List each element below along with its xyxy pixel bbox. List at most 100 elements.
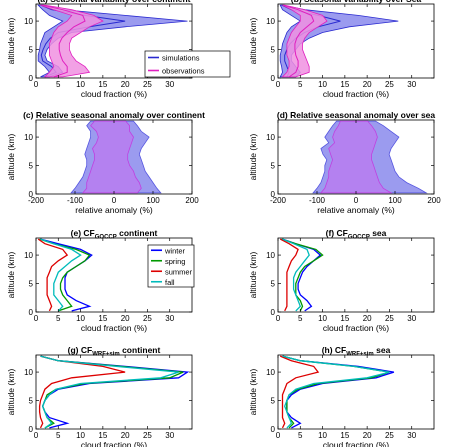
series-line-summer — [38, 355, 126, 429]
panel-a: 0 5 10 15 20 25 30 0 5 10 (a) Seasonal variability… — [6, 0, 231, 99]
x-tick-label: 30 — [165, 80, 174, 89]
x-tick-label: 5 — [298, 80, 303, 89]
panel-title: (f) CFGOCCP sea — [326, 228, 387, 241]
y-axis-label: altitude (km) — [6, 17, 16, 64]
x-tick-label: 30 — [165, 314, 174, 323]
series-line-winter — [40, 238, 93, 312]
series-group — [37, 4, 188, 78]
x-tick-label: 0 — [112, 196, 117, 205]
series-group — [279, 355, 395, 429]
series-band-observations — [40, 4, 104, 78]
x-tick-label: 10 — [76, 314, 85, 323]
series-line-summer — [279, 238, 299, 312]
panel-title-main: (f) CF — [326, 228, 348, 238]
series-line-winter — [282, 355, 395, 429]
series-line-fall — [282, 355, 390, 429]
panel-title-main: (h) CF — [322, 345, 347, 355]
y-axis-label: altitude (km) — [6, 133, 16, 180]
x-tick-label: 0 — [34, 80, 39, 89]
y-axis-label: altitude (km) — [248, 133, 258, 180]
series-group — [279, 238, 324, 312]
y-tick-label: 5 — [271, 280, 276, 289]
y-tick-label: 10 — [266, 133, 275, 142]
series-line-spring — [39, 238, 91, 312]
x-axis-label: cloud fraction (%) — [81, 89, 147, 99]
panel-title-main: (g) CF — [68, 345, 93, 355]
x-tick-label: 0 — [354, 196, 359, 205]
x-tick-label: 20 — [363, 80, 372, 89]
panel-c: -200 -100 0 100 200 0 5 10 (c) Relative seasonal… — [6, 110, 205, 215]
x-tick-label: 20 — [121, 80, 130, 89]
x-tick-label: 100 — [388, 196, 402, 205]
legend-label-spring: spring — [165, 257, 185, 266]
x-tick-label: 15 — [340, 80, 349, 89]
x-tick-label: -200 — [270, 196, 287, 205]
x-tick-label: 0 — [276, 431, 281, 440]
x-tick-label: 200 — [427, 196, 441, 205]
y-tick-label: 10 — [266, 251, 275, 260]
axes-frame — [35, 354, 193, 430]
x-tick-label: 25 — [385, 314, 394, 323]
x-axis-label: relative anomaly (%) — [317, 205, 395, 215]
x-tick-label: 30 — [407, 431, 416, 440]
x-tick-label: 15 — [340, 431, 349, 440]
series-median-observations — [283, 4, 315, 78]
plot-area — [36, 355, 192, 429]
series-band-observations — [281, 4, 328, 78]
x-tick-label: 5 — [56, 314, 61, 323]
x-tick-label: 30 — [407, 314, 416, 323]
y-axis-label: altitude (km) — [248, 17, 258, 64]
y-tick-label: 5 — [29, 280, 34, 289]
panel-title: (b) Seasonal variability over Sea — [291, 0, 422, 4]
plot-area — [278, 238, 434, 312]
x-tick-label: 5 — [56, 431, 61, 440]
series-band-observations — [320, 120, 393, 194]
x-axis-label: relative anomaly (%) — [75, 205, 153, 215]
x-tick-label: 10 — [76, 431, 85, 440]
x-tick-label: -100 — [67, 196, 84, 205]
x-tick-label: 5 — [298, 314, 303, 323]
panel-h: 0 5 10 15 20 25 30 0 5 10 (h) CFWRF+sim sea cloud f… — [248, 345, 435, 447]
y-tick-label: 5 — [271, 397, 276, 406]
x-tick-label: 100 — [146, 196, 160, 205]
x-tick-label: 0 — [34, 314, 39, 323]
legend-box — [144, 50, 231, 78]
y-tick-label: 0 — [29, 190, 34, 199]
panel-title: (h) CFWRF+sim sea — [322, 345, 391, 358]
y-tick-label: 0 — [29, 425, 34, 434]
series-line-fall — [282, 238, 310, 312]
y-tick-label: 5 — [29, 397, 34, 406]
x-tick-label: 20 — [363, 314, 372, 323]
series-group — [70, 120, 162, 194]
x-tick-label: 15 — [340, 314, 349, 323]
panel-title-subscript: GOCCP — [95, 235, 117, 241]
panel-d: -200 -100 0 100 200 0 5 10 (d) Relative seasonal… — [248, 110, 441, 215]
y-tick-label: 0 — [271, 308, 276, 317]
x-axis-label: cloud fraction (%) — [323, 89, 389, 99]
x-tick-label: 5 — [56, 80, 61, 89]
x-tick-label: 15 — [98, 80, 107, 89]
series-line-spring — [281, 238, 324, 312]
y-tick-label: 0 — [271, 425, 276, 434]
series-group — [38, 355, 190, 429]
panel-title: (g) CFWRF+sim continent — [68, 345, 161, 358]
axes-frame — [277, 237, 435, 313]
legend-label-winter: winter — [164, 246, 186, 255]
series-median-observations — [42, 4, 86, 78]
x-tick-label: 25 — [143, 314, 152, 323]
x-tick-label: 30 — [407, 80, 416, 89]
panel-title-rest: sea — [370, 228, 387, 238]
legend-label-summer: summer — [165, 267, 193, 276]
panel-title-rest: continent — [117, 228, 158, 238]
series-line-fall — [40, 355, 179, 429]
panel-b: 0 5 10 15 20 25 30 0 5 10 (b) Seasonal variability… — [248, 0, 435, 99]
y-axis-label: altitude (km) — [248, 368, 258, 415]
x-tick-label: 15 — [98, 431, 107, 440]
legend-label-fall: fall — [165, 278, 175, 287]
panel-title: (e) CFGOCCP continent — [71, 228, 158, 241]
panel-title: (d) Relative seasonal anomaly over sea — [277, 110, 436, 120]
axes-frame — [277, 3, 435, 79]
